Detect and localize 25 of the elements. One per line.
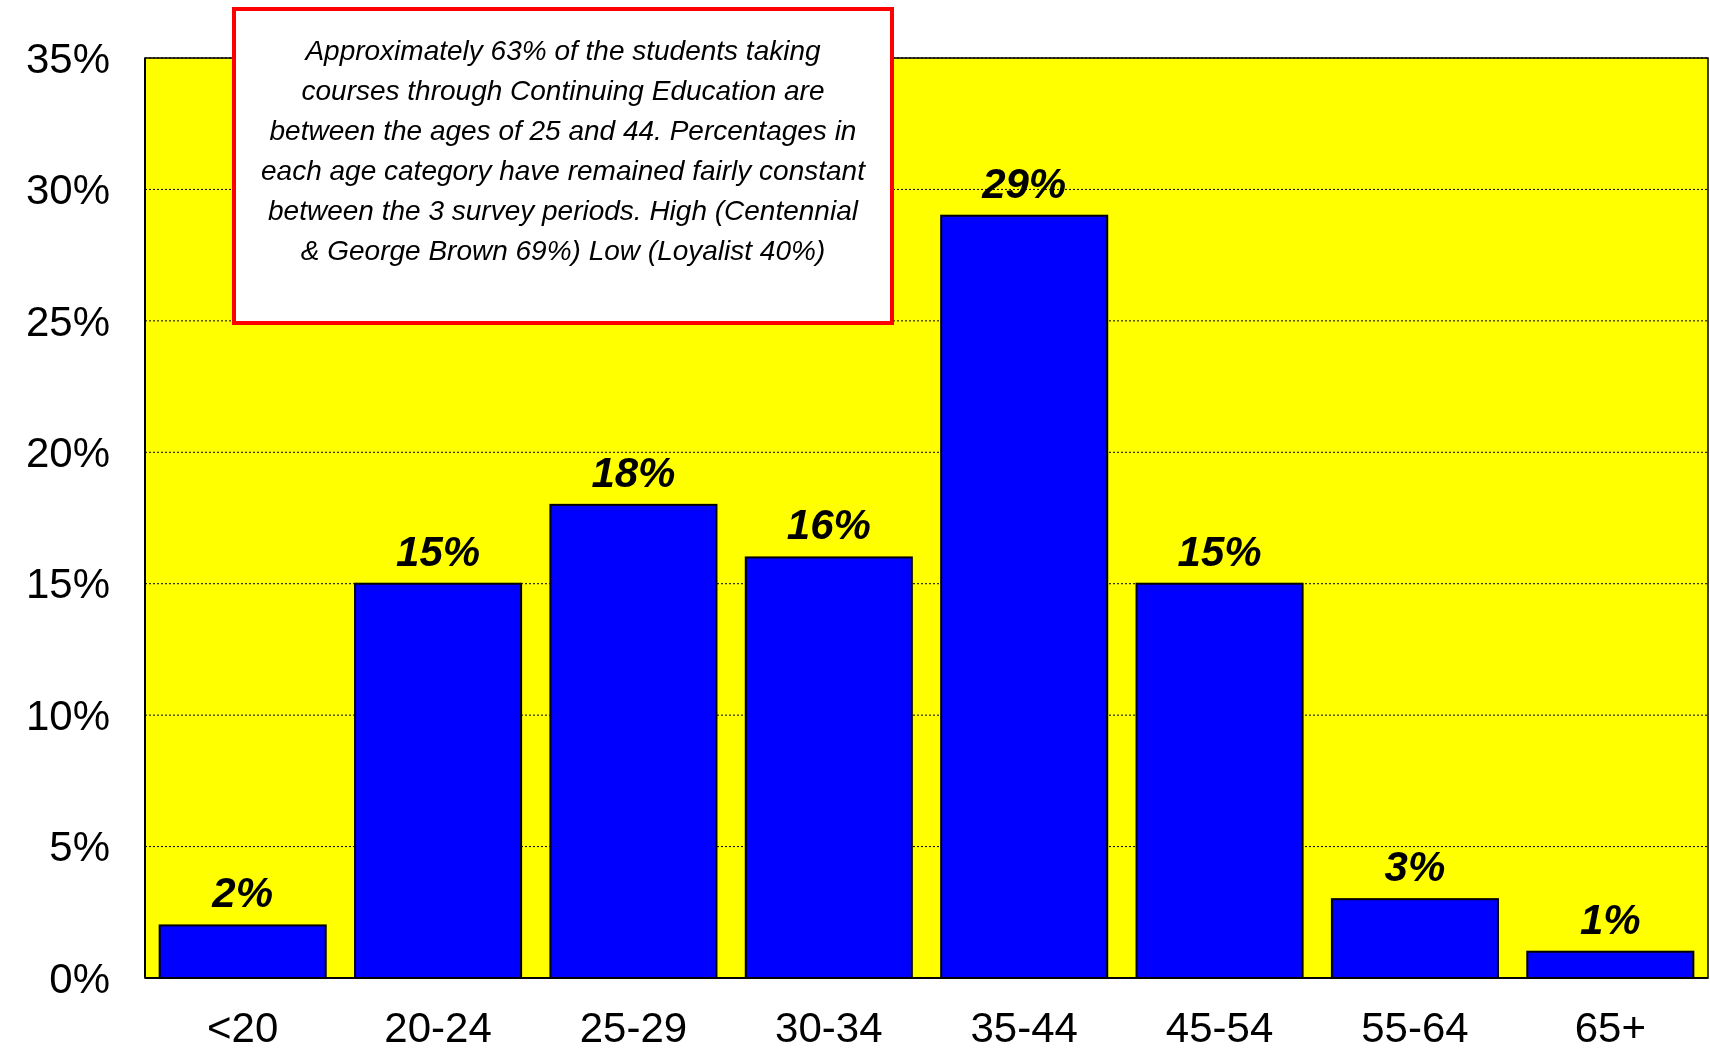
note-box: Approximately 63% of the students taking courses through Continuing Education are between the ages of 25 and 44. Percentages in each age category have remained fairly constant between the 3 survey periods. High (Centennial & George Brown 69%) Low (Loyalist 40%)	[232, 7, 894, 325]
x-tick-label: 65+	[1574, 1004, 1646, 1050]
y-tick-label: 20%	[25, 428, 110, 476]
data-label: 1%	[1579, 895, 1641, 943]
data-label: 15%	[1177, 527, 1262, 575]
y-tick-label: 35%	[25, 34, 110, 82]
x-tick-label: <20	[207, 1004, 279, 1050]
x-tick-label: 30-34	[775, 1004, 883, 1050]
y-tick-label: 5%	[49, 823, 110, 871]
data-label: 18%	[591, 448, 676, 496]
y-tick-label: 30%	[25, 166, 110, 214]
y-tick-label: 0%	[49, 954, 110, 1002]
x-tick-label: 45-54	[1165, 1004, 1274, 1050]
y-tick-label: 15%	[25, 560, 110, 608]
x-tick-label: 20-24	[384, 1004, 492, 1050]
data-label: 3%	[1384, 843, 1446, 891]
data-label: 2%	[211, 869, 274, 917]
y-tick-label: 10%	[25, 691, 110, 739]
x-tick-label: 55-64	[1361, 1004, 1469, 1050]
data-label: 16%	[786, 501, 871, 549]
x-tick-label: 25-29	[579, 1004, 688, 1050]
data-label: 29%	[981, 159, 1067, 207]
x-tick-label: 35-44	[970, 1004, 1078, 1050]
data-label: 15%	[396, 527, 481, 575]
y-tick-label: 25%	[25, 297, 110, 345]
